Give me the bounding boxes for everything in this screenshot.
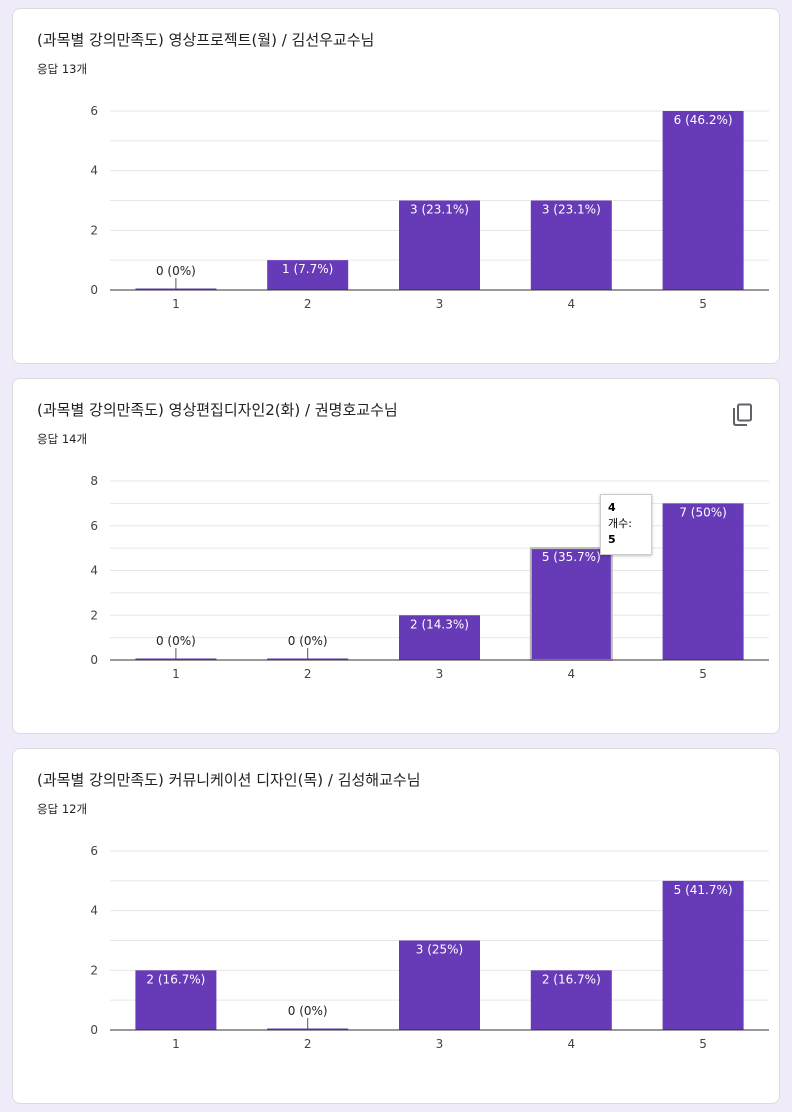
card-title: (과목별 강의만족도) 커뮤니케이션 디자인(목) / 김성해교수님 <box>37 771 421 789</box>
x-tick-label: 5 <box>699 297 707 311</box>
x-tick-label: 4 <box>567 1037 575 1051</box>
chart-card-1: (과목별 강의만족도) 영상프로젝트(월) / 김선우교수님 응답 13개 0 2… <box>12 8 780 364</box>
y-tick-label: 4 <box>90 164 98 178</box>
bar-4[interactable] <box>530 200 612 291</box>
y-tick-label: 4 <box>90 564 98 578</box>
data-label: 0 (0%) <box>288 1004 328 1018</box>
bar-chart: 0 2 4 6 8 0 (0%) 1 0 (0%) 2 2 (14.3%) 3 5 (35.7%) 4 7… <box>90 474 769 681</box>
bar-chart: 0 2 4 6 2 (16.7%) 1 0 (0%) 2 3 (25%) 3 2 (16.7%) 4 5… <box>90 844 769 1051</box>
y-tick-label: 2 <box>90 608 98 622</box>
y-tick-label: 6 <box>90 519 98 533</box>
data-label: 6 (46.2%) <box>674 113 733 127</box>
data-label: 3 (23.1%) <box>410 203 469 217</box>
copy-icon[interactable] <box>731 403 753 427</box>
x-tick-label: 3 <box>436 1037 444 1051</box>
data-label: 5 (41.7%) <box>674 883 733 897</box>
bar-4[interactable] <box>529 547 613 661</box>
y-tick-label: 0 <box>90 1023 98 1037</box>
y-tick-label: 0 <box>90 653 98 667</box>
bar-2[interactable] <box>267 260 349 290</box>
bar-5[interactable] <box>662 503 744 660</box>
x-tick-label: 1 <box>172 1037 180 1051</box>
x-tick-label: 4 <box>567 297 575 311</box>
data-label: 2 (16.7%) <box>146 972 205 986</box>
bar-chart: 0 2 4 6 0 (0%) 1 1 (7.7%) 2 3 (23.1%) 3 3 (23.1%) 4… <box>90 104 769 311</box>
card-title: (과목별 강의만족도) 영상편집디자인2(화) / 권명호교수님 <box>37 401 398 419</box>
response-count: 응답 14개 <box>37 432 88 446</box>
bar-5[interactable] <box>662 111 744 290</box>
y-tick-label: 4 <box>90 904 98 918</box>
x-tick-label: 2 <box>304 667 312 681</box>
x-tick-label: 2 <box>304 297 312 311</box>
data-label: 7 (50%) <box>679 505 726 519</box>
data-label: 2 (16.7%) <box>542 972 601 986</box>
y-tick-label: 2 <box>90 223 98 237</box>
response-count: 응답 13개 <box>37 62 88 76</box>
bar-3[interactable] <box>399 615 480 660</box>
x-tick-label: 1 <box>172 297 180 311</box>
data-label: 5 (35.7%) <box>542 550 601 564</box>
data-label: 3 (23.1%) <box>542 203 601 217</box>
x-tick-label: 5 <box>699 667 707 681</box>
x-tick-label: 1 <box>172 667 180 681</box>
data-label: 0 (0%) <box>288 634 328 648</box>
y-tick-label: 2 <box>90 963 98 977</box>
x-tick-label: 3 <box>436 667 444 681</box>
x-tick-label: 4 <box>567 667 575 681</box>
bar-tooltip: 4 개수: 5 <box>600 494 652 555</box>
data-label: 0 (0%) <box>156 634 196 648</box>
bar-3[interactable] <box>399 940 480 1031</box>
bar-3[interactable] <box>399 200 480 291</box>
bar-5[interactable] <box>662 880 744 1030</box>
data-label: 3 (25%) <box>416 943 463 957</box>
y-tick-label: 0 <box>90 283 98 297</box>
card-title: (과목별 강의만족도) 영상프로젝트(월) / 김선우교수님 <box>37 31 375 49</box>
tooltip-label: 개수: <box>608 517 632 530</box>
data-label: 2 (14.3%) <box>410 617 469 631</box>
x-tick-label: 3 <box>436 297 444 311</box>
y-tick-label: 6 <box>90 844 98 858</box>
y-tick-label: 6 <box>90 104 98 118</box>
data-label: 0 (0%) <box>156 264 196 278</box>
x-tick-label: 5 <box>699 1037 707 1051</box>
chart-card-2: (과목별 강의만족도) 영상편집디자인2(화) / 권명호교수님 응답 14개 … <box>12 378 780 734</box>
response-count: 응답 12개 <box>37 802 88 816</box>
bar-1[interactable] <box>135 970 217 1030</box>
y-tick-label: 8 <box>90 474 98 488</box>
tooltip-title: 4 <box>608 501 616 514</box>
x-tick-label: 2 <box>304 1037 312 1051</box>
chart-card-3: (과목별 강의만족도) 커뮤니케이션 디자인(목) / 김성해교수님 응답 12… <box>12 748 780 1104</box>
data-label: 1 (7.7%) <box>282 262 333 276</box>
tooltip-value: 5 <box>608 533 616 546</box>
bar-4[interactable] <box>530 970 612 1030</box>
